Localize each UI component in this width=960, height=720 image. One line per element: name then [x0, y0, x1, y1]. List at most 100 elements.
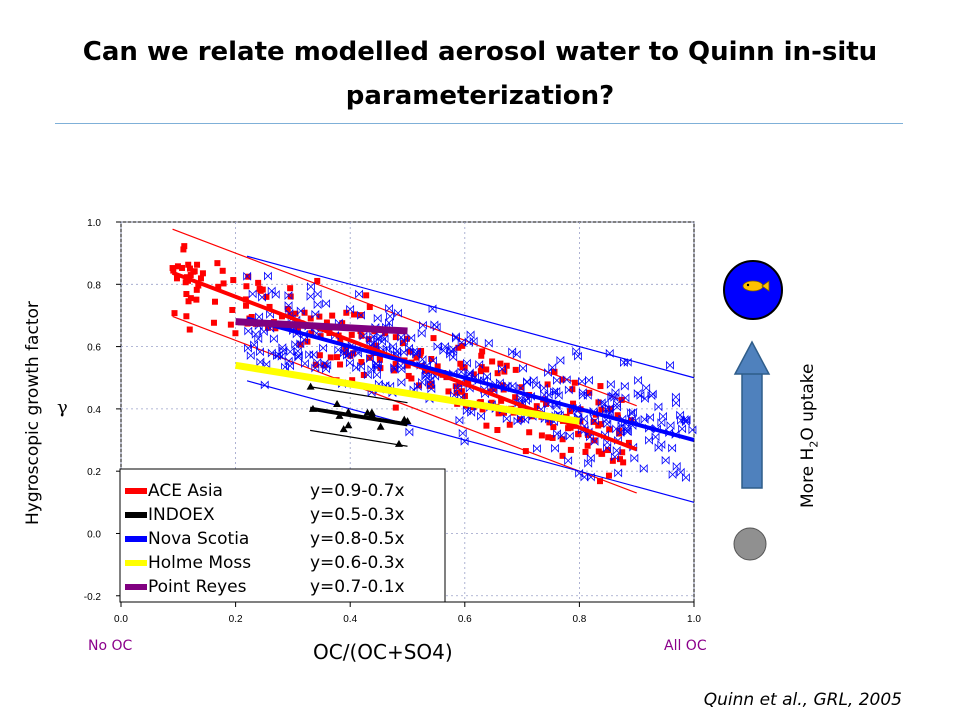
point	[559, 376, 566, 383]
point	[605, 472, 612, 479]
point	[428, 382, 435, 389]
point	[668, 470, 677, 479]
point	[621, 393, 630, 403]
point	[565, 431, 574, 441]
point	[465, 383, 474, 393]
point	[585, 375, 593, 385]
point	[447, 346, 456, 356]
point	[392, 334, 399, 341]
point	[459, 342, 466, 349]
point	[214, 260, 221, 267]
point	[306, 291, 315, 301]
legend-swatch	[125, 512, 147, 518]
point	[220, 280, 227, 287]
point	[179, 264, 186, 271]
point	[173, 275, 180, 282]
point	[376, 422, 385, 430]
point	[399, 340, 406, 347]
point	[672, 461, 681, 471]
point	[648, 389, 657, 399]
point	[450, 390, 458, 400]
point	[616, 456, 623, 463]
point	[256, 347, 264, 357]
point	[174, 263, 181, 270]
point	[598, 450, 605, 457]
x-tick-label: 0.8	[572, 614, 586, 625]
point	[386, 311, 394, 321]
point	[544, 368, 552, 378]
point	[323, 319, 330, 326]
point	[651, 432, 660, 442]
point	[605, 348, 614, 358]
x-tick-label: 0.0	[114, 614, 128, 625]
point	[278, 343, 287, 353]
point	[405, 427, 414, 437]
point	[623, 357, 632, 367]
point	[572, 346, 581, 356]
point	[251, 329, 260, 339]
point	[446, 349, 454, 359]
point	[287, 285, 294, 292]
point	[597, 398, 606, 408]
point	[666, 360, 674, 370]
point	[494, 370, 501, 377]
point	[348, 331, 355, 338]
point	[681, 473, 690, 483]
point	[360, 371, 367, 378]
point	[408, 375, 415, 382]
envelope-line	[246, 380, 695, 503]
point	[342, 349, 349, 356]
point	[519, 363, 527, 373]
point	[434, 363, 441, 370]
point	[403, 335, 410, 342]
point	[548, 363, 557, 373]
legend-series-name: Nova Scotia	[148, 529, 249, 549]
point	[516, 383, 525, 393]
point	[259, 286, 266, 293]
point	[394, 439, 403, 447]
point	[512, 394, 519, 401]
fit-lines	[171, 270, 695, 452]
point	[605, 404, 614, 414]
point	[439, 346, 448, 356]
point	[344, 350, 353, 359]
point	[451, 332, 460, 342]
point	[255, 279, 262, 286]
point	[306, 382, 315, 390]
y-tick-label: 0.8	[87, 280, 101, 291]
point	[430, 320, 439, 330]
point	[181, 243, 188, 250]
point	[564, 385, 573, 395]
point	[392, 404, 399, 411]
point	[490, 385, 497, 392]
gamma-symbol: γ	[57, 397, 68, 418]
point	[441, 342, 450, 351]
uptake-tail: O uptake	[798, 363, 818, 441]
point	[603, 443, 612, 453]
point	[595, 422, 602, 429]
point	[445, 388, 452, 395]
point	[313, 300, 322, 310]
point	[193, 286, 200, 293]
point	[577, 425, 586, 435]
point	[571, 379, 578, 386]
point	[400, 415, 409, 423]
point	[455, 415, 464, 425]
point	[484, 338, 493, 348]
point	[227, 321, 234, 328]
point	[258, 292, 266, 302]
point	[479, 406, 486, 413]
point	[260, 380, 269, 390]
point	[186, 326, 193, 333]
point	[512, 366, 519, 373]
point	[365, 336, 372, 343]
title-divider	[55, 123, 903, 124]
point	[465, 370, 474, 379]
legend-equation: y=0.7-0.1x	[310, 577, 405, 597]
point	[681, 417, 690, 427]
point	[533, 403, 540, 410]
slide-title: Can we relate modelled aerosol water to …	[82, 37, 878, 111]
point	[619, 449, 626, 456]
point	[470, 371, 477, 378]
point	[372, 359, 380, 369]
